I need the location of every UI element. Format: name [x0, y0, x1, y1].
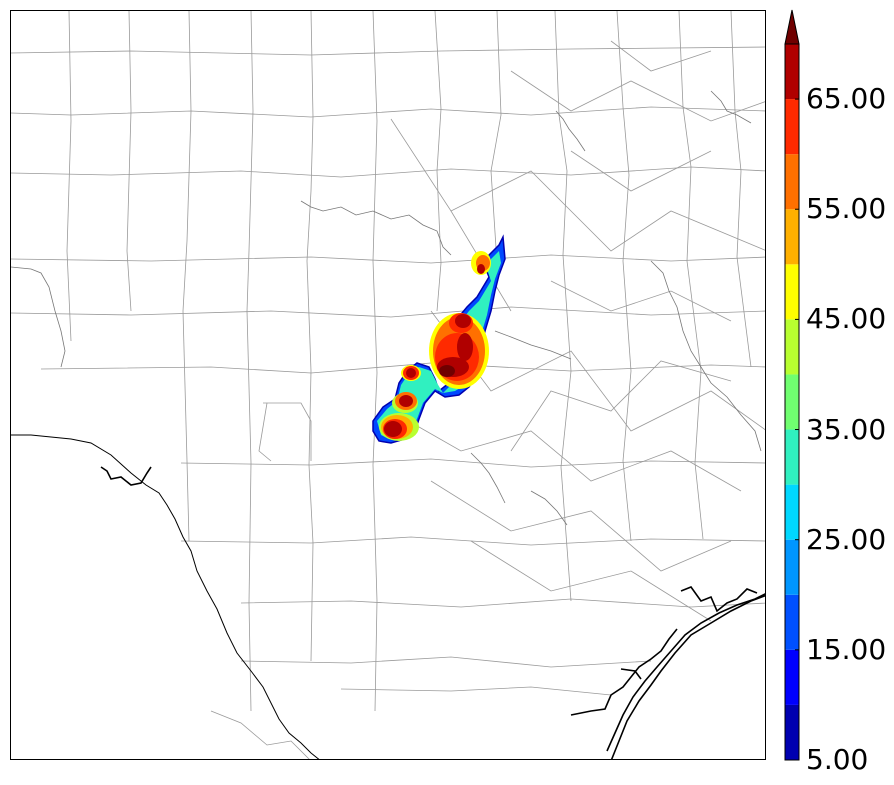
colorbar-segment: [785, 99, 799, 155]
colorbar-segment: [785, 44, 799, 100]
colorbar-segment: [785, 539, 799, 595]
colorbar-extend-arrow: [784, 9, 800, 45]
colorbar-segment: [785, 154, 799, 210]
colorbar-segment: [785, 209, 799, 265]
colorbar-tick-label: 5.00: [806, 743, 869, 776]
colorbar-segment: [785, 374, 799, 430]
colorbar-segment: [785, 429, 799, 485]
colorbar-segment: [785, 264, 799, 320]
colorbar-segment: [785, 704, 799, 760]
colorbar: 5.00 15.00 25.00 35.00 45.00 55.00 65.00: [784, 8, 894, 774]
map-canvas: [11, 11, 765, 759]
county-boundaries: [11, 11, 765, 759]
colorbar-tick-label: 35.00: [806, 412, 887, 446]
colorbar-tick-label: 15.00: [806, 632, 887, 666]
colorbar-outline: [784, 43, 800, 761]
river-boundaries: [11, 90, 762, 526]
colorbar-tick-label: 25.00: [806, 522, 887, 556]
colorbar-segment: [785, 594, 799, 650]
colorbar-segment: [785, 484, 799, 540]
colorbar-tick-label: 45.00: [806, 302, 887, 336]
colorbar-tick-label: 55.00: [806, 192, 887, 226]
storm-line-echo: [372, 234, 506, 444]
colorbar-segment: [785, 649, 799, 705]
colorbar-tick-label: 65.00: [806, 82, 887, 116]
coastline: [11, 434, 765, 759]
colorbar-segment: [785, 319, 799, 375]
colorbar-scale: [784, 9, 800, 761]
map-panel[interactable]: [10, 10, 766, 760]
